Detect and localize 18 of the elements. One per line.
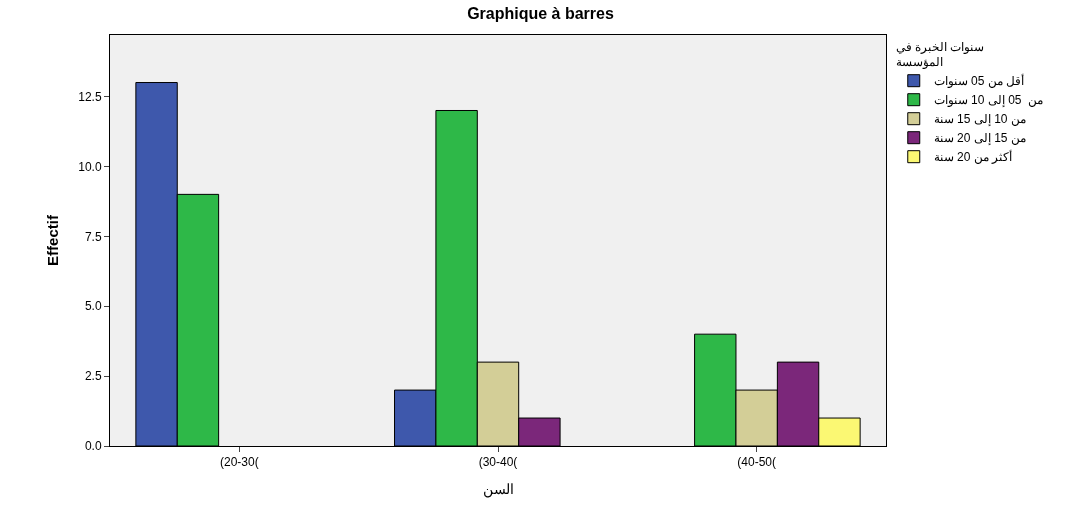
legend-label: أقل من 05 سنوات <box>933 73 1025 89</box>
legend-label: من 05 إلى 10 سنوات <box>933 93 1044 109</box>
y-tick-label: 2.5 <box>84 369 102 384</box>
y-tick-label: 12.5 <box>78 89 102 104</box>
chart-title: Graphique à barres <box>467 4 614 22</box>
y-axis-title: Effectif <box>44 214 62 266</box>
legend-label: من 10 إلى 15 سنة <box>933 112 1026 128</box>
x-axis-title: السن <box>482 480 514 498</box>
y-tick-label: 10.0 <box>78 159 102 174</box>
y-tick-label: 5.0 <box>84 299 102 314</box>
y-tick-label: 0.0 <box>84 439 102 454</box>
legend-title: سنوات الخبرة في المؤسسة <box>895 39 985 70</box>
y-tick-label: 7.5 <box>84 229 102 244</box>
x-tick-label: (30-40( <box>478 455 518 470</box>
legend-label: من 15 إلى 20 سنة <box>933 131 1026 147</box>
x-tick-label: (40-50( <box>737 455 777 470</box>
legend-label: أكثر من 20 سنة <box>933 149 1013 165</box>
x-tick-label: (20-30( <box>219 455 259 470</box>
